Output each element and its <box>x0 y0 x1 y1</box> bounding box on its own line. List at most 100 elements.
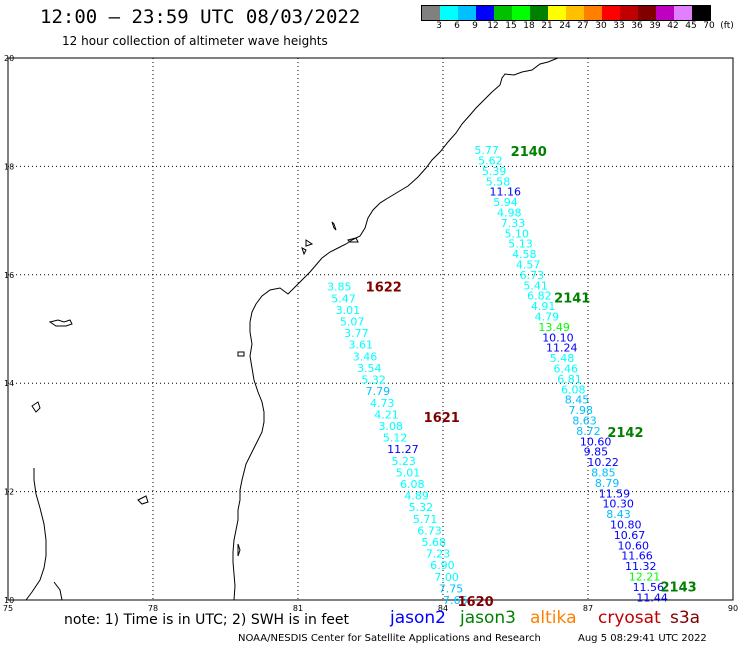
wave-height-value: 3.85 <box>327 281 352 294</box>
wave-height-value: 5.07 <box>340 316 365 329</box>
wave-height-value: 3.77 <box>344 327 369 340</box>
wave-height-value: 10.60 <box>618 539 650 552</box>
wave-height-value: 13.49 <box>538 321 570 334</box>
scale-label: (ft) <box>720 21 734 31</box>
generation-timestamp: Aug 5 08:29:41 UTC 2022 <box>578 633 707 644</box>
scale-label: 9 <box>472 21 478 31</box>
island <box>347 237 359 243</box>
scale-swatch <box>548 6 566 20</box>
island <box>331 221 337 231</box>
wave-height-value: 11.27 <box>387 443 419 456</box>
lat-tick-label: 10 <box>4 596 14 605</box>
wave-height-value: 4.79 <box>535 311 560 324</box>
scale-label: 6 <box>454 21 460 31</box>
scale-label: 45 <box>685 21 697 31</box>
lat-tick-label: 12 <box>4 488 14 497</box>
wave-height-value: 5.32 <box>409 501 434 514</box>
satellite-cryosat: cryosat <box>598 608 661 628</box>
scale-label: 21 <box>541 21 553 31</box>
axis-tick-labels: 75 78 81 84 87 90 20 18 16 14 12 10 <box>3 54 738 613</box>
wave-height-value: 5.39 <box>482 165 507 178</box>
pass-time-label: 2142 <box>607 426 643 441</box>
lat-tick-label: 18 <box>4 162 14 171</box>
wave-height-value: 5.41 <box>523 279 548 292</box>
wave-height-value: 5.12 <box>383 432 408 445</box>
lon-tick-label: 78 <box>148 604 158 613</box>
wave-height-value: 5.62 <box>478 155 503 168</box>
wave-height-value: 7.98 <box>569 404 594 417</box>
wave-height-value: 8.63 <box>572 415 597 428</box>
wave-height-value: 4.89 <box>404 490 429 503</box>
scale-swatch <box>530 6 548 20</box>
island <box>137 495 149 505</box>
scale-swatch <box>422 6 440 20</box>
lon-tick-label: 90 <box>728 604 738 613</box>
wave-height-value: 4.21 <box>374 408 399 421</box>
wave-height-value: 3.54 <box>357 362 382 375</box>
wave-height-value: 6.08 <box>561 383 586 396</box>
scale-swatch <box>476 6 494 20</box>
wave-height-value: 3.61 <box>348 339 373 352</box>
wave-height-value: 6.82 <box>527 290 552 303</box>
wave-height-value: 10.67 <box>614 529 646 542</box>
scale-label: 33 <box>613 21 625 31</box>
scale-swatch <box>494 6 512 20</box>
island <box>237 351 245 357</box>
scale-swatch <box>566 6 584 20</box>
wave-height-value: 10.30 <box>602 498 634 511</box>
scale-swatch <box>656 6 674 20</box>
wave-height-value: 12.21 <box>629 570 661 583</box>
wave-height-value: 5.01 <box>396 466 421 479</box>
wave-height-value: 6.08 <box>400 478 425 491</box>
wave-height-value: 5.58 <box>486 175 511 188</box>
wave-height-value: 5.77 <box>474 144 499 157</box>
wave-height-value: 10.22 <box>587 456 619 469</box>
wave-height-value: 7.33 <box>501 217 526 230</box>
wave-height-value: 8.85 <box>591 467 616 480</box>
wave-height-value: 4.73 <box>370 397 395 410</box>
wave-height-value: 5.71 <box>413 513 438 526</box>
scale-swatch <box>674 6 692 20</box>
wave-height-value: 4.57 <box>516 259 541 272</box>
lat-tick-label: 20 <box>4 54 14 63</box>
wave-height-value: 5.48 <box>550 352 575 365</box>
lat-tick-label: 16 <box>4 271 14 280</box>
scale-label: 30 <box>595 21 607 31</box>
wave-height-value: 11.66 <box>621 550 653 563</box>
wave-height-value: 11.16 <box>489 186 520 199</box>
wave-height-value: 10.80 <box>610 518 642 531</box>
wave-height-value: 10.10 <box>542 331 574 344</box>
units-note: note: 1) Time is in UTC; 2) SWH is in fe… <box>64 612 350 628</box>
scale-label: 15 <box>505 21 517 31</box>
wave-height-value: 5.10 <box>505 227 530 240</box>
wave-height-value: 3.01 <box>336 304 361 317</box>
scale-swatch <box>692 6 710 20</box>
wave-height-value: 9.85 <box>584 446 609 459</box>
lat-tick-label: 14 <box>4 379 14 388</box>
scale-label: 24 <box>559 21 571 31</box>
satellite-jason2: jason2 <box>390 608 446 628</box>
wave-height-value: 8.79 <box>595 477 620 490</box>
scale-label: 12 <box>487 21 499 31</box>
wave-height-value: 3.46 <box>353 350 378 363</box>
wave-height-value: 7.00 <box>434 571 459 584</box>
lat-lon-grid <box>7 57 734 601</box>
wave-height-value: 4.58 <box>512 248 537 261</box>
scale-swatch <box>440 6 458 20</box>
pass-time-label: 2143 <box>661 580 697 595</box>
india-east-coast <box>232 57 559 601</box>
island <box>31 401 41 413</box>
wave-height-value: 6.73 <box>417 524 442 537</box>
wave-height-value: 7.66 <box>443 594 468 607</box>
wave-height-value: 5.47 <box>331 292 356 305</box>
lon-tick-label: 81 <box>293 604 303 613</box>
wave-height-value: 6.46 <box>553 363 578 376</box>
wave-height-value: 8.43 <box>606 508 631 521</box>
wave-height-value: 11.24 <box>546 342 578 355</box>
wave-height-value: 5.13 <box>508 238 533 251</box>
wave-height-value: 5.94 <box>493 196 517 209</box>
wave-height-value: 4.91 <box>531 300 556 313</box>
lon-tick-label: 75 <box>3 604 13 613</box>
scale-label: 27 <box>577 21 589 31</box>
